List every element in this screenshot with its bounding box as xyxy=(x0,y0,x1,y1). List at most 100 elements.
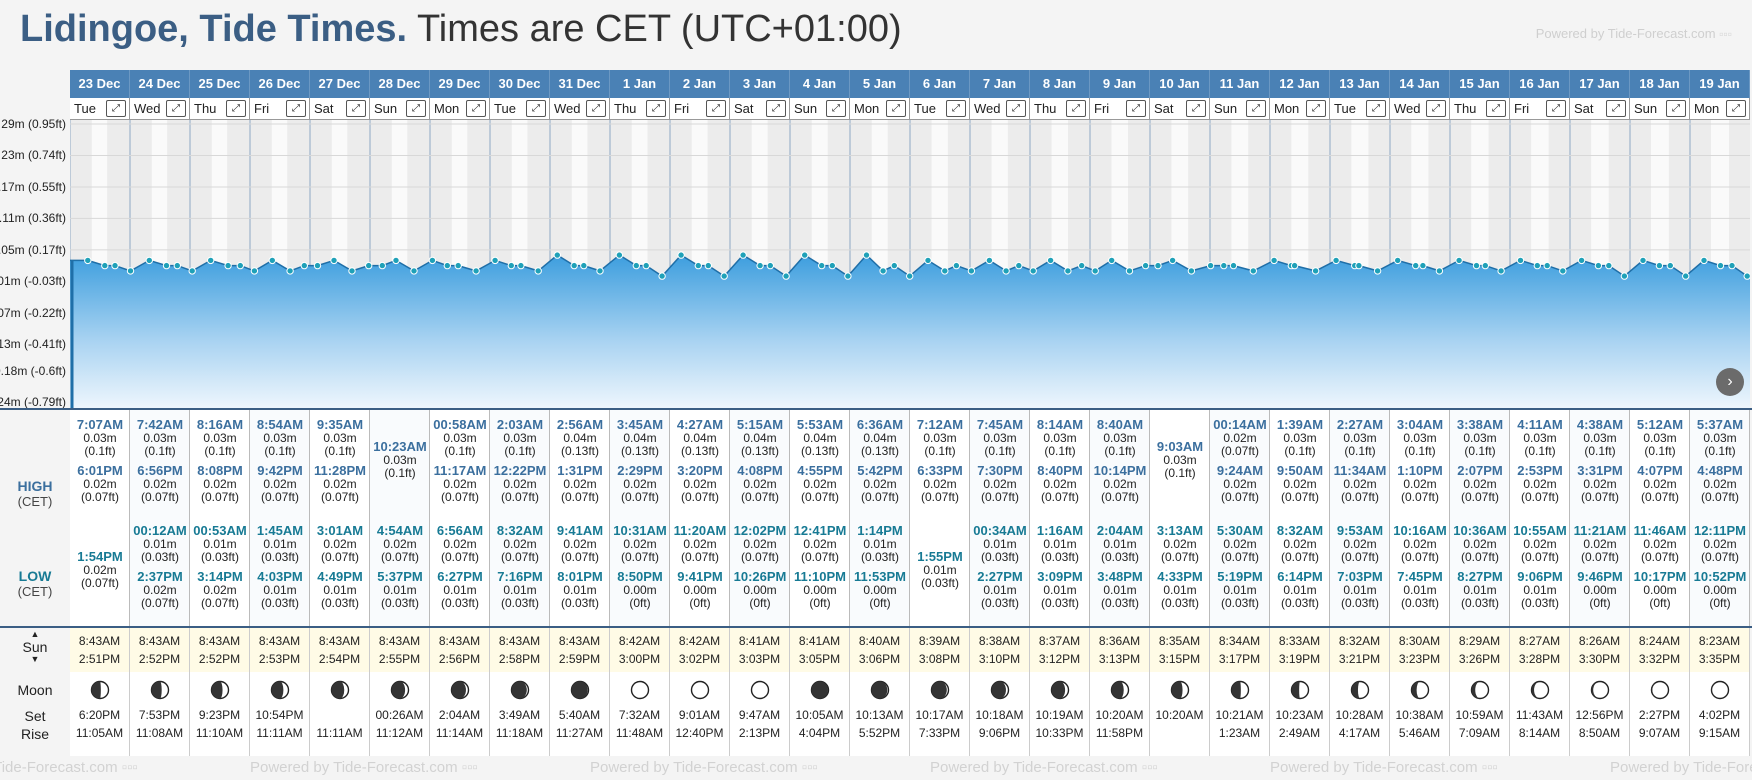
high-height-ft: (0.07ft) xyxy=(1220,444,1259,458)
tide-cell: 2:27AM 0.03m (0.1ft) 11:34AM 0.02m (0.07ft) 9:… xyxy=(1330,410,1390,626)
low-time: 8:32AM xyxy=(496,523,544,538)
day-column: 1 Jan Thu ⤢ 3:45AM 0.04m (0.13ft) 2:29PM 0.02m(… xyxy=(610,70,670,756)
tide-point xyxy=(1412,261,1420,270)
expand-icon[interactable]: ⤢ xyxy=(106,100,126,117)
day-column: 5 Jan Mon ⤢ 6:36AM 0.04m (0.13ft) 5:42PM 0.02m(… xyxy=(850,70,910,756)
expand-icon[interactable]: ⤢ xyxy=(946,100,966,117)
moon-shadow xyxy=(1591,681,1600,699)
sunrise-time: 8:43AM xyxy=(378,634,421,648)
high-height-ft: (0.1ft) xyxy=(1284,444,1316,458)
sunrise-time: 8:36AM xyxy=(1098,634,1141,648)
low-event: 5:19PM 0.01m (0.03ft) xyxy=(1210,570,1270,610)
high-height-ft: (0.07ft) xyxy=(1700,490,1739,504)
high-tides: 3:38AM 0.03m (0.1ft) 2:07PM 0.02m (0.07ft) xyxy=(1450,410,1510,518)
expand-icon[interactable]: ⤢ xyxy=(1426,100,1446,117)
low-event: 5:30AM 0.02m (0.07ft) xyxy=(1210,524,1270,564)
low-height-m: 0.00m xyxy=(1703,583,1737,597)
low-event: 4:03PM 0.01m (0.03ft) xyxy=(250,570,310,610)
expand-icon[interactable]: ⤢ xyxy=(1366,100,1386,117)
moonset-time: 10:38AM xyxy=(1395,708,1444,722)
low-height-ft: (0.07ft) xyxy=(80,576,119,590)
tide-point xyxy=(704,261,712,270)
low-height-ft: (0ft) xyxy=(869,596,891,610)
moonrise-time: 11:05AM xyxy=(75,726,124,740)
y-tick-label: -0.18m (-0.6ft) xyxy=(0,363,66,378)
expand-icon[interactable]: ⤢ xyxy=(166,100,186,117)
expand-icon[interactable]: ⤢ xyxy=(646,100,666,117)
high-height-ft: (0.07ft) xyxy=(620,490,659,504)
sunrise-time: 8:24AM xyxy=(1638,634,1681,648)
low-event: 5:37PM 0.01m (0.03ft) xyxy=(370,570,430,610)
sunset-time: 2:51PM xyxy=(78,652,121,666)
expand-icon[interactable]: ⤢ xyxy=(1306,100,1326,117)
low-tides: 1:14PM 0.01m (0.03ft) 11:53PM 0.00m (0ft) xyxy=(850,518,910,626)
low-height-ft: (0ft) xyxy=(809,596,831,610)
sunset-time: 2:59PM xyxy=(558,652,601,666)
high-height-m: 0.04m xyxy=(743,431,777,445)
expand-icon[interactable]: ⤢ xyxy=(1486,100,1506,117)
moon-phase-icon xyxy=(210,680,229,700)
expand-icon[interactable]: ⤢ xyxy=(286,100,306,117)
moonset-time: 10:23AM xyxy=(1275,708,1324,722)
expand-icon[interactable]: ⤢ xyxy=(1006,100,1026,117)
high-height-ft: (0.07ft) xyxy=(140,490,179,504)
expand-icon[interactable]: ⤢ xyxy=(826,100,846,117)
expand-icon[interactable]: ⤢ xyxy=(1546,100,1566,117)
expand-icon[interactable]: ⤢ xyxy=(586,100,606,117)
low-time: 12:11PM xyxy=(1693,523,1747,538)
expand-icon[interactable]: ⤢ xyxy=(1126,100,1146,117)
weekday-label: Wed xyxy=(554,101,581,116)
low-tides: 1:55PM 0.01m (0.03ft) xyxy=(910,518,970,626)
scroll-next-icon[interactable]: › xyxy=(1716,368,1744,396)
tide-point xyxy=(1046,256,1055,265)
high-height-ft: (0.07ft) xyxy=(680,490,719,504)
high-height-m: 0.02m xyxy=(803,477,837,491)
expand-icon[interactable]: ⤢ xyxy=(226,100,246,117)
weekday-cell: Thu ⤢ xyxy=(610,98,670,120)
high-height-m: 0.02m xyxy=(1523,477,1557,491)
expand-icon[interactable]: ⤢ xyxy=(1726,100,1746,117)
powered-by-watermark: Powered by Tide-Forecast.com ▫▫▫ xyxy=(1536,26,1732,41)
expand-icon[interactable]: ⤢ xyxy=(706,100,726,117)
sun-cell: 8:42AM 3:02PM xyxy=(670,628,730,672)
tide-point xyxy=(236,261,245,270)
day-column: 24 Dec Wed ⤢ 7:42AM 0.03m (0.1ft) 6:56PM 0.02m(… xyxy=(130,70,190,756)
expand-icon[interactable]: ⤢ xyxy=(1246,100,1266,117)
moon-cell: 4:02PM 9:15AM xyxy=(1690,672,1750,756)
low-event: 10:55AM 0.02m (0.07ft) xyxy=(1510,524,1570,564)
expand-icon[interactable]: ⤢ xyxy=(886,100,906,117)
expand-icon[interactable]: ⤢ xyxy=(1066,100,1086,117)
expand-icon[interactable]: ⤢ xyxy=(346,100,366,117)
high-time: 5:42PM xyxy=(857,463,903,478)
moonrise-time: 4:04PM xyxy=(798,726,841,740)
sunset-time: 3:19PM xyxy=(1278,652,1321,666)
low-height-m: 0.01m xyxy=(1283,583,1317,597)
tide-point xyxy=(1700,256,1708,265)
moon-cell: 10:19AM 10:33PM xyxy=(1030,672,1090,756)
low-time: 12:02PM xyxy=(733,523,787,538)
expand-icon[interactable]: ⤢ xyxy=(766,100,786,117)
moon-shadow xyxy=(991,681,1006,699)
expand-icon[interactable]: ⤢ xyxy=(406,100,426,117)
moon-phase-icon xyxy=(870,680,889,700)
high-time: 7:12AM xyxy=(916,417,964,432)
expand-icon[interactable]: ⤢ xyxy=(1606,100,1626,117)
low-height-ft: (0.07ft) xyxy=(380,550,419,564)
tide-cell: 7:07AM 0.03m (0.1ft) 6:01PM 0.02m (0.07ft) 1:5… xyxy=(70,410,130,626)
high-time: 4:11AM xyxy=(1517,417,1563,432)
date-label: 19 Jan xyxy=(1690,70,1750,98)
tide-point xyxy=(906,272,914,280)
high-time: 10:23AM xyxy=(373,439,427,454)
expand-icon[interactable]: ⤢ xyxy=(1666,100,1686,117)
high-event: 8:08PM 0.02m (0.07ft) xyxy=(190,464,250,504)
expand-icon[interactable]: ⤢ xyxy=(1186,100,1206,117)
high-height-m: 0.03m xyxy=(383,453,417,467)
high-height-m: 0.03m xyxy=(1703,431,1737,445)
expand-icon[interactable]: ⤢ xyxy=(526,100,546,117)
moon-shadow xyxy=(151,681,162,699)
low-event: 9:06PM 0.01m (0.03ft) xyxy=(1510,570,1570,610)
expand-icon[interactable]: ⤢ xyxy=(466,100,486,117)
low-time: 11:21AM xyxy=(1573,523,1627,538)
high-height-ft: (0.1ft) xyxy=(1584,444,1616,458)
date-label: 24 Dec xyxy=(130,70,190,98)
